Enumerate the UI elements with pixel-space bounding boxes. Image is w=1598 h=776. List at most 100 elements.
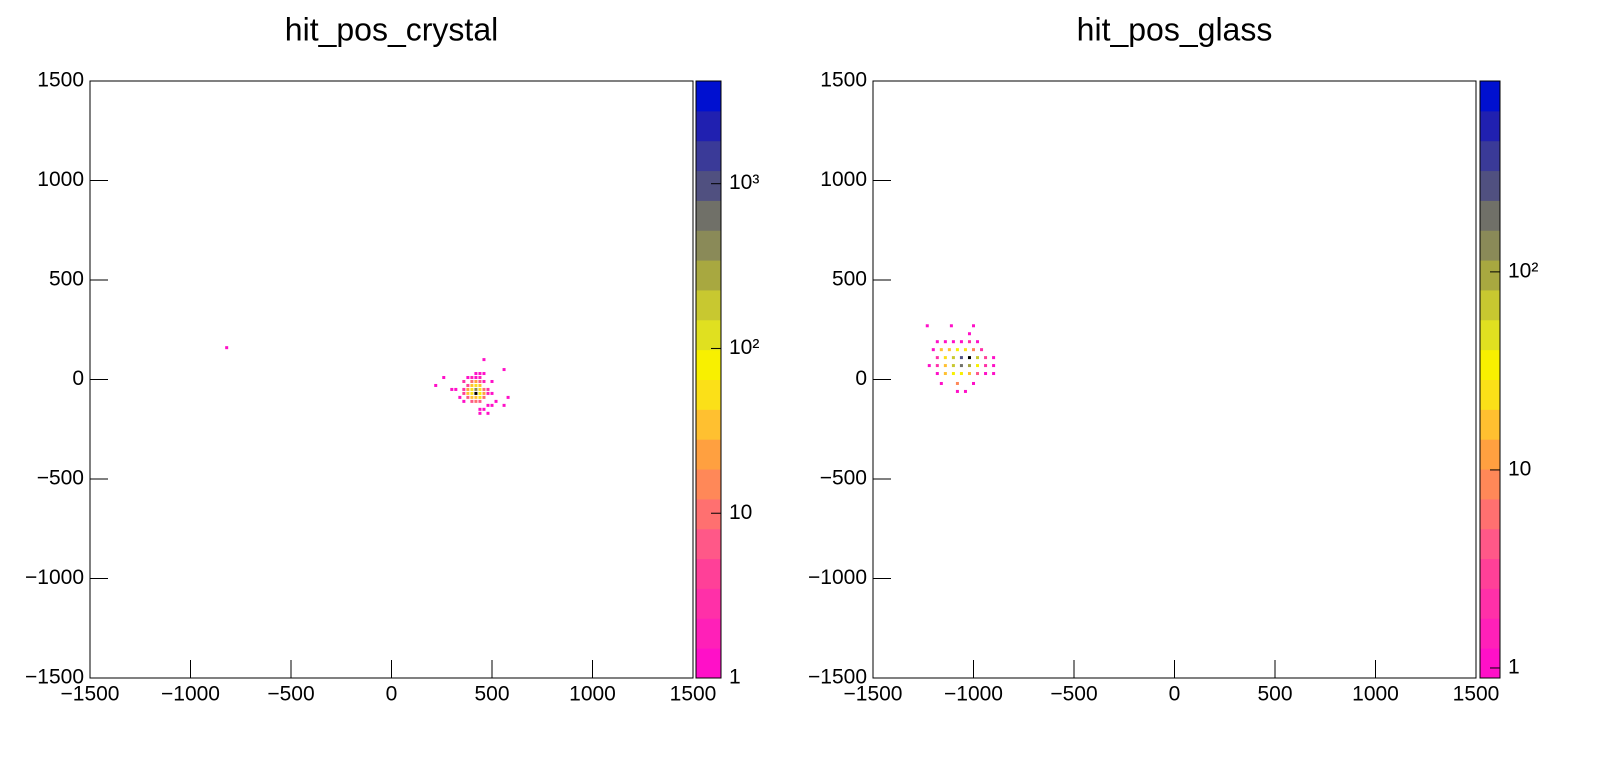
cell [976, 372, 980, 376]
y-tick-label: 1000 [820, 168, 867, 191]
cell [972, 348, 975, 352]
cell [490, 379, 494, 383]
cell [470, 395, 474, 399]
y-tick-label: −500 [820, 467, 867, 490]
cell [984, 356, 988, 360]
cell [486, 391, 490, 395]
y-tick-label: 1500 [37, 69, 84, 92]
y-tick-label: −1000 [25, 566, 84, 589]
y-tick-label: 500 [832, 268, 867, 291]
y-tick-label: 1500 [820, 69, 867, 92]
x-tick-label: −1500 [844, 683, 903, 706]
cell [434, 383, 438, 387]
cell [955, 348, 959, 352]
colorbar-band [696, 439, 721, 470]
cell [967, 364, 971, 368]
cell [482, 387, 486, 391]
colorbar-band [696, 319, 721, 351]
colorbar-band [1480, 469, 1500, 500]
colorbar-band [696, 498, 721, 530]
colorbar-band [696, 260, 721, 291]
x-tick-label: −1500 [61, 683, 120, 706]
cell [454, 387, 458, 391]
cell [478, 391, 482, 395]
cell [955, 389, 959, 393]
colorbar-band [1480, 81, 1500, 112]
colorbar-band [696, 648, 721, 679]
cell [482, 395, 486, 399]
cell [478, 383, 482, 387]
cell [466, 376, 470, 380]
cell [935, 356, 939, 360]
cell [959, 364, 963, 368]
colorbar-band [696, 618, 721, 649]
cell [951, 364, 955, 368]
cell [466, 391, 470, 395]
y-tick-label: −500 [37, 467, 84, 490]
cell [466, 387, 470, 391]
cell [470, 387, 474, 391]
cell [474, 379, 478, 383]
y-tick-label: −1500 [808, 666, 867, 689]
cell [935, 372, 939, 376]
colorbar-band [1480, 498, 1500, 530]
cell [959, 356, 963, 360]
colorbar-band [696, 558, 721, 589]
cell [470, 399, 474, 403]
colorbar-band [1480, 618, 1500, 649]
cell [486, 403, 490, 407]
colorbar-band [696, 230, 721, 261]
cell [506, 395, 510, 399]
x-tick-label: −500 [1050, 683, 1097, 706]
z-tick-label: 10 [1508, 457, 1531, 480]
cell [478, 387, 482, 391]
cell [967, 332, 971, 336]
cell [925, 324, 929, 328]
colorbar-band [1480, 349, 1500, 380]
cell [466, 383, 470, 387]
x-tick-label: −500 [267, 683, 314, 706]
cell [225, 346, 229, 350]
cell [474, 399, 478, 403]
cell [976, 356, 980, 360]
cell [502, 368, 506, 372]
colorbar-band [1480, 289, 1500, 321]
cell [984, 364, 988, 368]
colorbar-band [696, 379, 721, 410]
y-tick-label: −1000 [808, 566, 867, 589]
cell [992, 356, 996, 360]
colorbar-band [1480, 140, 1500, 172]
colorbar-band [696, 349, 721, 380]
cell [450, 387, 454, 391]
cell [462, 379, 466, 383]
cell [478, 395, 482, 399]
cell [502, 403, 506, 407]
cell [967, 372, 971, 376]
cell [963, 348, 967, 352]
z-tick-label: 1 [1508, 656, 1520, 679]
colorbar-band [696, 528, 721, 560]
z-tick-label: 10² [729, 336, 759, 359]
cell [478, 411, 482, 415]
cell [972, 381, 975, 385]
colorbar-band [1480, 379, 1500, 410]
chart-title: hit_pos_crystal [285, 11, 498, 47]
x-tick-label: 1000 [1352, 683, 1399, 706]
cell [478, 376, 482, 380]
x-tick-label: 1000 [569, 683, 616, 706]
colorbar-band [1480, 200, 1500, 231]
cell [947, 348, 951, 352]
colorbar-band [696, 81, 721, 112]
cell [992, 364, 996, 368]
cell [478, 399, 482, 403]
cell [482, 407, 486, 411]
cell [442, 376, 446, 380]
cell [963, 389, 967, 393]
colorbar-band [1480, 319, 1500, 351]
colorbar-band [1480, 439, 1500, 470]
x-tick-label: 500 [1257, 683, 1292, 706]
cell [955, 381, 959, 385]
colorbar-band [1480, 558, 1500, 589]
cell [474, 391, 478, 395]
